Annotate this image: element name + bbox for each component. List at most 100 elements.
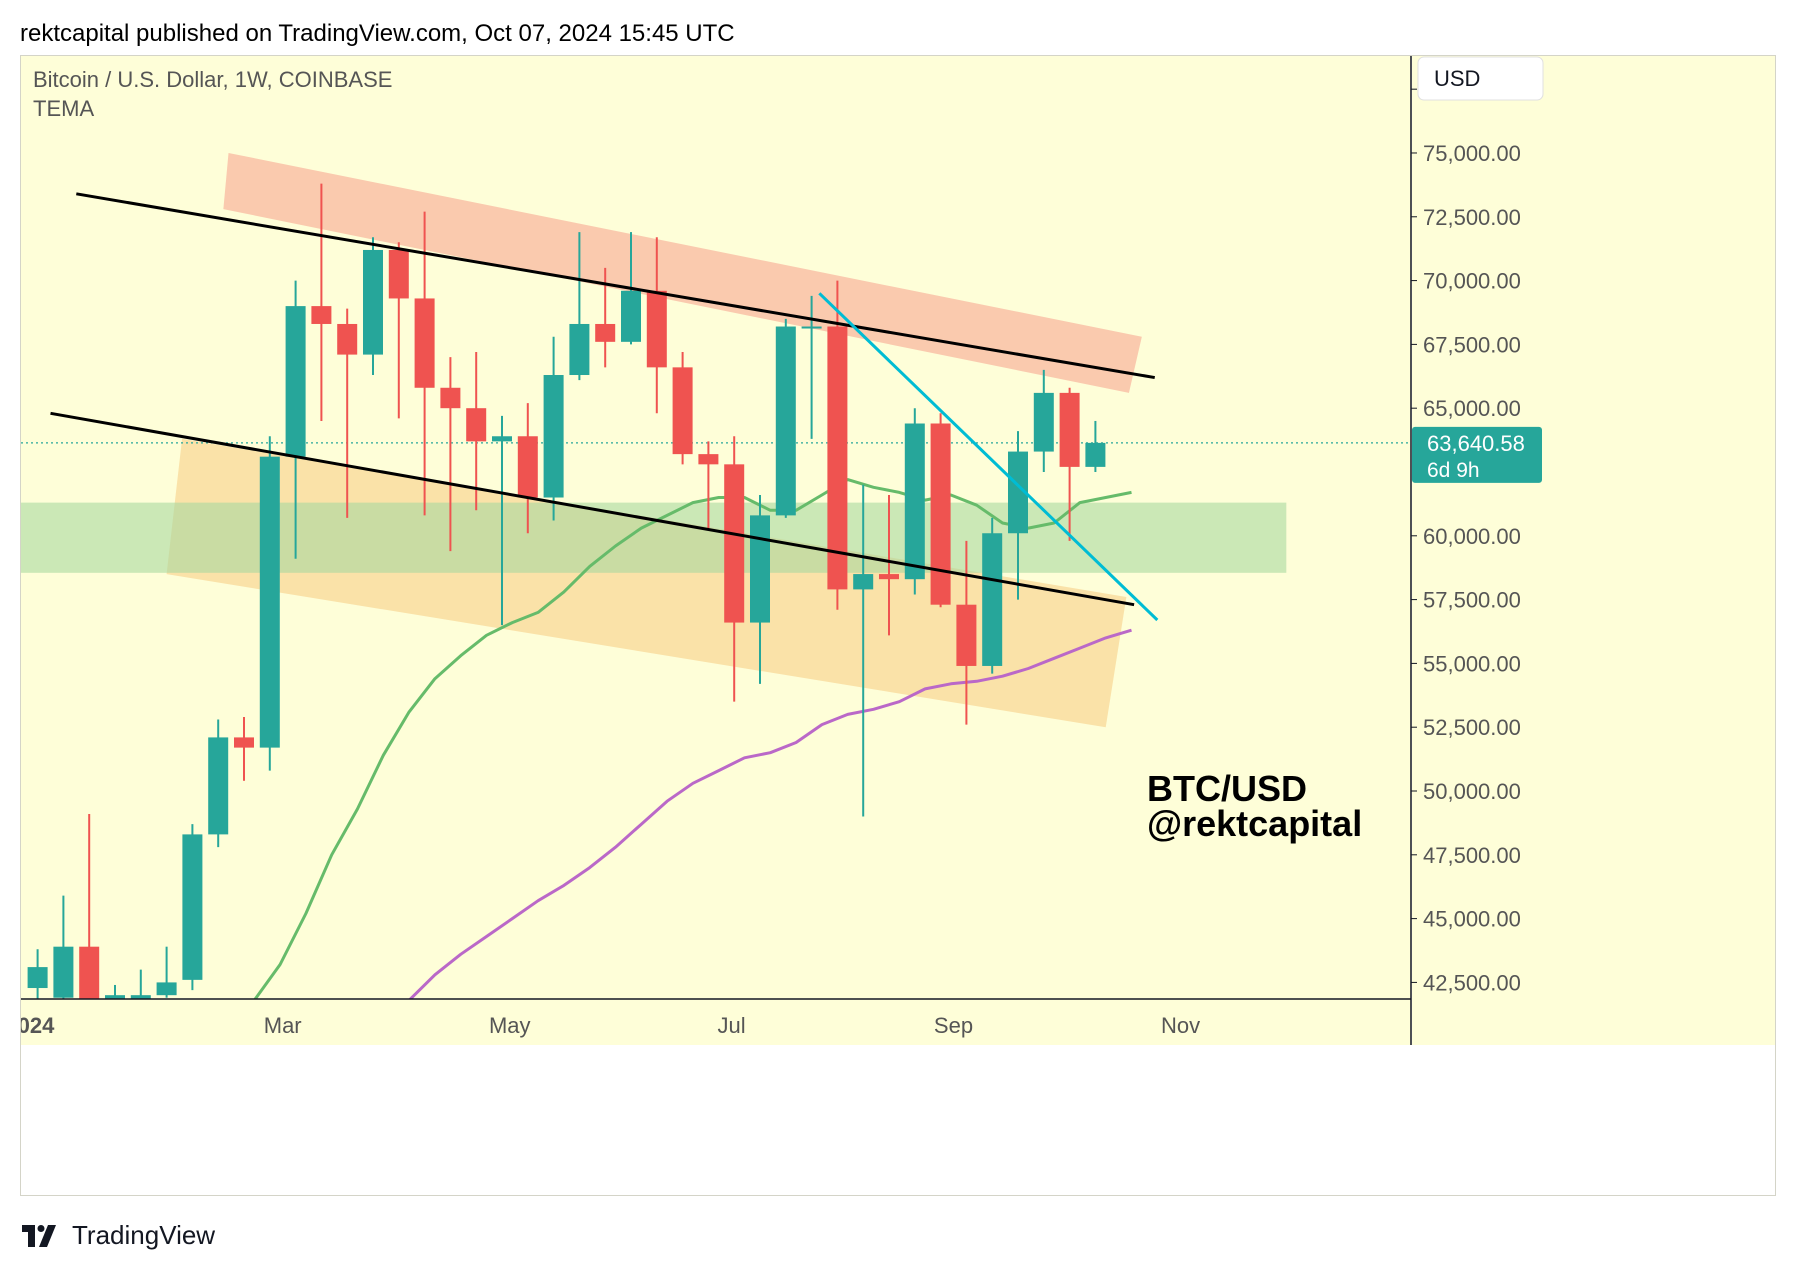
candle-body (208, 737, 229, 835)
candle-body (259, 456, 280, 748)
last-price-tag (1412, 426, 1542, 483)
y-tick-label: 70,000.00 (1423, 269, 1521, 294)
candle (646, 237, 667, 414)
candle-body (182, 834, 203, 980)
candle (27, 949, 48, 999)
candle (53, 895, 74, 999)
watermark-pair: BTC/USD (1147, 768, 1307, 809)
x-tick-label: Nov (1161, 1013, 1200, 1038)
candle-body (1008, 451, 1028, 534)
candle (363, 237, 383, 376)
y-tick-label: 52,500.00 (1423, 715, 1521, 740)
candle-body (492, 436, 512, 442)
candle (234, 716, 254, 781)
symbol-legend: Bitcoin / U.S. Dollar, 1W, COINBASE (33, 67, 392, 92)
btc-weekly-chart[interactable]: BTC/USD@rektcapital Bitcoin / U.S. Dollar… (21, 56, 1775, 1195)
y-tick-label: 75,000.00 (1423, 141, 1521, 166)
tradingview-logo-icon (22, 1224, 56, 1247)
plot-area (21, 152, 1411, 999)
candle-body (388, 249, 409, 299)
candle-body (543, 375, 564, 498)
candle (1008, 431, 1028, 600)
y-tick-label: 42,500.00 (1423, 970, 1521, 995)
candle-body (130, 995, 151, 999)
candle (853, 484, 874, 817)
candle-body (879, 574, 899, 580)
lower-channel-trendline (50, 411, 1135, 607)
candle (130, 969, 151, 999)
candle (466, 352, 487, 511)
candle (285, 280, 306, 559)
candle (930, 413, 951, 608)
candle-body (79, 946, 100, 999)
chart-frame[interactable]: BTC/USD @rektcapital Bitcoin / U.S. Dollar… (20, 55, 1776, 1196)
watermark-handle: @rektcapital (1147, 803, 1362, 844)
candle-body (956, 604, 977, 666)
candle-body (595, 323, 616, 342)
candle (569, 232, 590, 381)
currency-button-bg (1417, 56, 1544, 101)
candle (698, 441, 719, 529)
candle-body (414, 298, 435, 388)
y-tick-label: 45,000.00 (1423, 907, 1521, 932)
candle-body (621, 290, 641, 342)
candle (156, 946, 177, 998)
candle-body (337, 323, 358, 355)
candle (904, 408, 925, 595)
x-tick-label: Sep (934, 1013, 973, 1038)
x-tick-label: May (489, 1013, 531, 1038)
candle-body (1085, 442, 1106, 467)
y-tick-label: 72,500.00 (1423, 205, 1521, 230)
candle-body (156, 982, 177, 996)
y-tick-label: 60,000.00 (1423, 524, 1521, 549)
x-tick-label: Mar (264, 1013, 302, 1038)
candle (724, 436, 745, 702)
publish-header: rektcapital published on TradingView.com… (20, 20, 735, 47)
upper-channel-trendline (76, 192, 1155, 380)
candle (543, 336, 564, 521)
candle (1059, 387, 1080, 541)
candle (1033, 369, 1054, 472)
candle-body (1033, 392, 1054, 452)
x-tick-label: 2024 (21, 1013, 55, 1038)
candle (982, 517, 1003, 674)
candle (1085, 420, 1106, 472)
candle (182, 824, 203, 991)
currency-button[interactable]: USD (1417, 56, 1544, 101)
candle (208, 719, 229, 848)
y-tick-label: 57,500.00 (1423, 588, 1521, 613)
x-axis-background (21, 999, 1411, 1045)
x-tick-label: Jul (718, 1013, 746, 1038)
candle-body (27, 967, 48, 989)
candle (517, 403, 538, 534)
candle (337, 308, 358, 518)
bar-countdown: 6d 9h (1427, 459, 1480, 482)
candle-body (672, 367, 693, 455)
candle (388, 242, 409, 419)
candle-body (53, 946, 74, 998)
candle (827, 280, 848, 610)
y-tick-label: 67,500.00 (1423, 332, 1521, 357)
candle (105, 984, 125, 999)
candle (672, 352, 693, 465)
candle-body (311, 306, 332, 324)
tradingview-footer: TradingView (22, 1220, 215, 1251)
candle-body (363, 249, 383, 355)
tema-fast-line (253, 478, 1132, 999)
candle (311, 183, 332, 421)
tradingview-brand: TradingView (72, 1220, 216, 1250)
y-tick-label: 47,500.00 (1423, 843, 1521, 868)
candle (414, 211, 435, 516)
y-tick-label: 65,000.00 (1423, 396, 1521, 421)
candle-body (105, 995, 125, 999)
candle-body (724, 464, 745, 623)
candle (879, 494, 899, 636)
candle-body (982, 533, 1003, 666)
downtrend-line (818, 292, 1159, 622)
candle (440, 357, 461, 552)
green-support-zone (21, 502, 1287, 573)
candle-body (517, 436, 538, 498)
candle-body (904, 423, 925, 580)
resistance-zone (223, 152, 1142, 393)
candle-body (234, 737, 254, 748)
